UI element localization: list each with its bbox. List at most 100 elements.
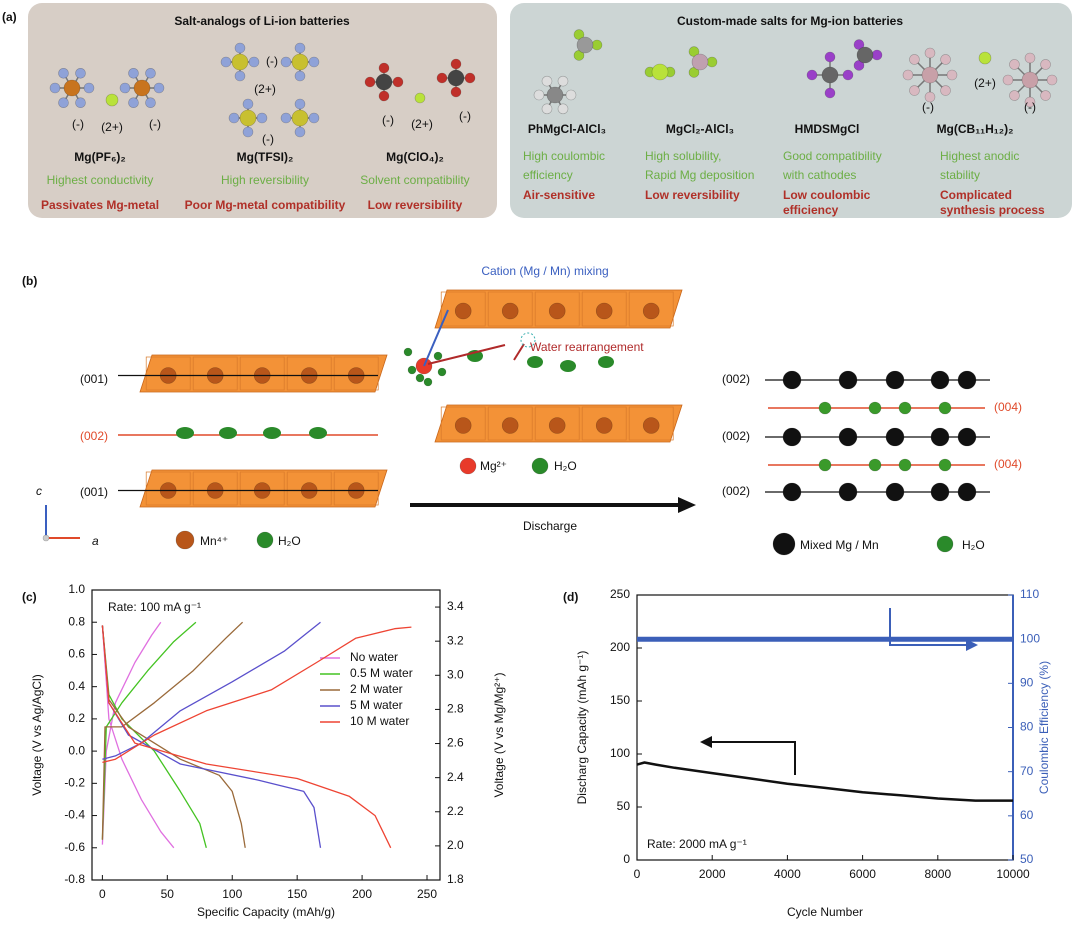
y-axis-label: Discharg Capacity (mAh g⁻¹) [575,651,589,805]
atom [909,85,920,96]
pointer-arrow [710,741,796,775]
salt-property: Highest anodic [940,149,1019,163]
y-tick-label: 0.6 [68,647,85,661]
y2-tick-label: 2.0 [447,838,464,852]
atom [921,66,939,84]
legend-text: H₂O [554,459,577,473]
mixed-atom [885,427,905,447]
atom [576,36,594,54]
y2-tick-label: 2.4 [447,770,464,784]
atom [853,39,865,50]
y-tick-label: 200 [610,640,630,654]
y2-axis-label: Voltage (V vs Mg/Mg²⁺) [492,672,506,797]
atom [105,93,119,107]
atom [1024,96,1036,108]
water [938,458,952,472]
legend-water [256,531,274,549]
x-tick-label: 2000 [699,867,726,881]
x-tick-label: 200 [352,887,372,901]
octahedron [534,406,580,441]
water [433,351,443,361]
atom [464,72,476,84]
series-line [101,621,175,849]
plane-label: (002) [722,484,750,498]
salt-name: Mg(ClO₄)₂ [386,150,444,164]
y-tick-label: 0.0 [68,743,85,757]
mn-atom [454,302,472,320]
series-line [636,761,1013,802]
legend-text: Mixed Mg / Mn [800,538,879,552]
pointer-arrow [889,608,968,646]
plot-frame [91,589,441,881]
salt-property: Highest conductivity [47,173,154,187]
y-tick-label: 0.8 [68,614,85,628]
legend-text: 0.5 M water [350,666,413,680]
axis-letter: a [92,534,99,548]
legend-mixed [772,532,796,556]
atom [414,92,426,104]
water [818,401,832,415]
charge: (-) [459,109,471,123]
octahedron [581,406,627,441]
octahedron [628,291,674,327]
octahedron [440,406,486,441]
legend-text: Mg²⁺ [480,459,507,473]
water [415,373,425,383]
atom [291,109,309,127]
annotation: Rate: 100 mA g⁻¹ [108,600,201,614]
water [403,347,413,357]
atom [145,97,156,109]
salt-property: stability [940,168,980,182]
atom [924,47,936,59]
charge: (-) [382,113,394,127]
x-tick-label: 0 [99,887,106,901]
plane-label: (002) [80,429,108,443]
series-line [101,621,246,848]
atom [806,69,818,81]
salt-drawback: Low reversibility [368,198,463,212]
mixed-atom [930,482,950,502]
atom [392,76,404,88]
x-tick-label: 250 [417,887,437,901]
atom [239,109,257,127]
atom [573,50,585,61]
mixed-atom [930,427,950,447]
charge: (2+) [101,120,123,134]
water [527,356,543,368]
water [560,360,576,372]
y2-tick-label: 2.8 [447,702,464,716]
atom [378,62,390,74]
legend-text: Mn⁴⁺ [200,534,228,548]
y2-tick-label: 1.8 [447,872,464,886]
atom [688,67,700,78]
atom [541,75,553,87]
atom [280,56,292,68]
salt-name: Mg(PF₆)₂ [74,150,125,164]
x-tick-label: 10000 [996,867,1030,881]
x-tick-label: 4000 [774,867,801,881]
panel-a-box-right [510,3,1072,218]
charge: (2+) [974,76,996,90]
mixed-atom [838,370,858,390]
charge: (2+) [254,82,276,96]
y2-tick-label: 70 [1020,764,1034,778]
atom [688,46,700,57]
atom [856,46,874,64]
octahedron [333,471,379,506]
atom [940,54,951,65]
legend-text: 5 M water [350,698,403,712]
octahedron [145,356,191,391]
atom [978,51,992,65]
atom [842,69,854,81]
arrow-head [700,736,712,748]
salt-property: Rapid Mg deposition [645,168,754,182]
atom [1040,59,1051,70]
water [407,365,417,375]
legend-text: H₂O [278,534,301,548]
atom [234,42,246,54]
charge: (-) [266,54,278,68]
y2-tick-label: 90 [1020,676,1034,690]
atom [75,97,86,109]
y2-tick-label: 2.6 [447,736,464,750]
x-tick-label: 50 [161,887,175,901]
